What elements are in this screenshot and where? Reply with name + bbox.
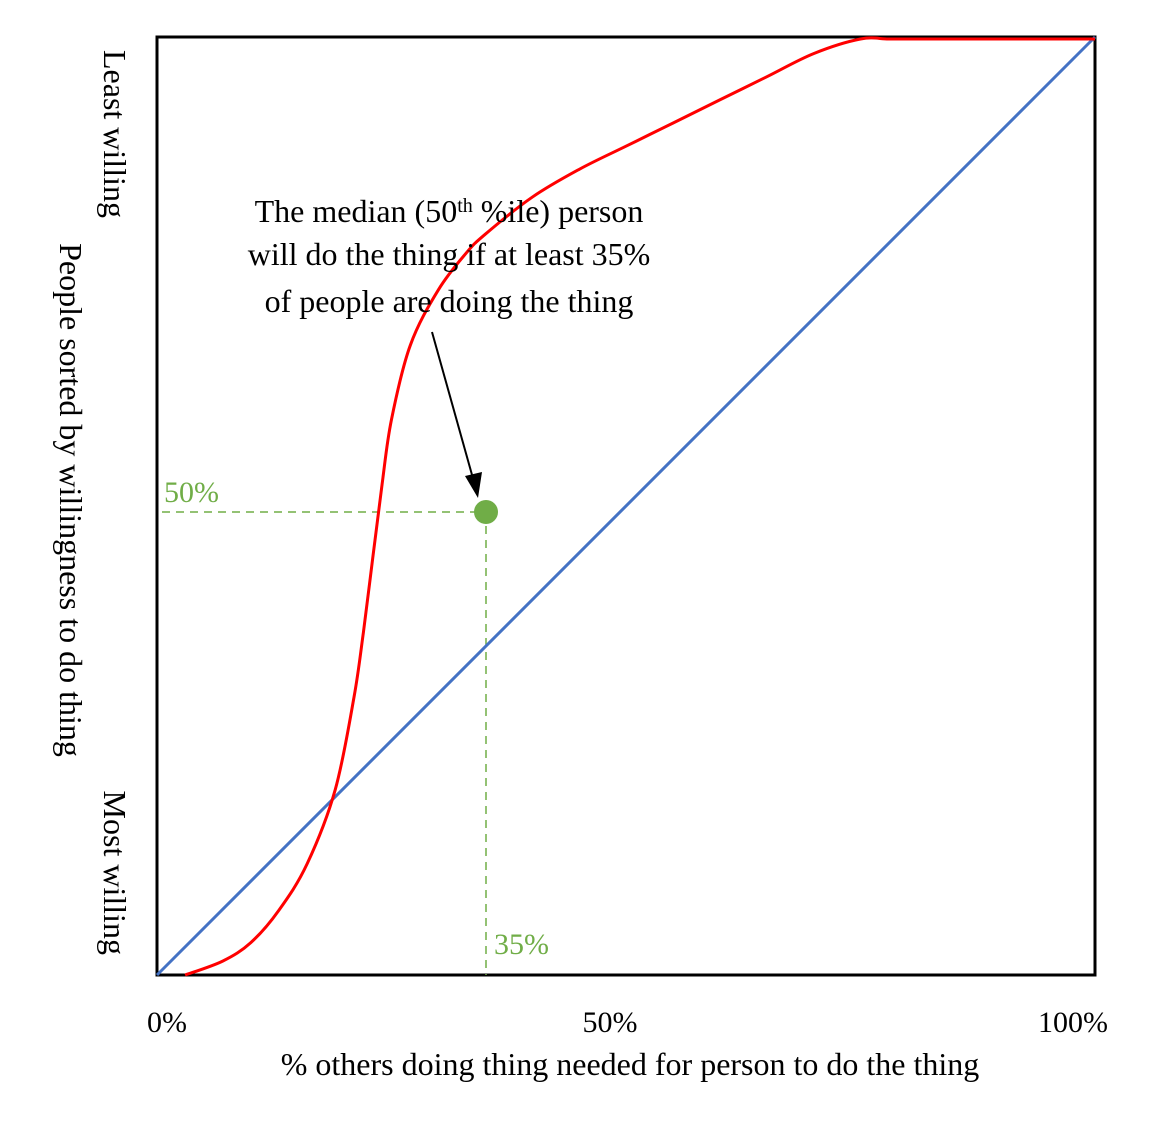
annotation-arrowhead: [465, 472, 482, 498]
median-y-label: 50%: [164, 476, 219, 509]
annotation-line-2: will do the thing if at least 35%: [248, 236, 651, 272]
threshold-curve: [184, 36, 1095, 977]
x-tick-label: 0%: [147, 1006, 187, 1039]
median-point-marker: [474, 500, 498, 524]
annotation-line-1: The median (50th %ile) person: [255, 193, 644, 229]
x-tick-label: 50%: [583, 1006, 638, 1039]
y-label-most-willing: Most willing: [97, 791, 133, 955]
y-label-least-willing: Least willing: [97, 50, 133, 218]
x-tick-label: 100%: [1038, 1006, 1108, 1039]
y-axis-title: People sorted by willingness to do thing: [53, 243, 89, 757]
identity-line: [155, 35, 1097, 977]
plot-frame: [155, 35, 1097, 977]
x-axis-title: % others doing thing needed for person t…: [281, 1046, 980, 1082]
annotation-line-3: of people are doing the thing: [265, 283, 634, 319]
median-x-label: 35%: [494, 928, 549, 961]
annotation-arrow: [431, 331, 475, 483]
